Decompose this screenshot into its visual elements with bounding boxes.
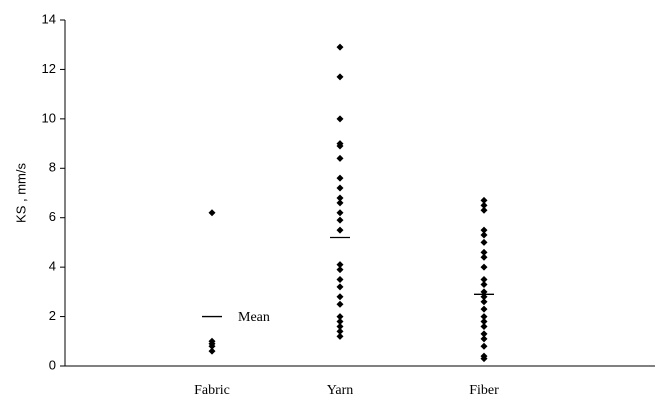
y-tick-label: 2 xyxy=(49,308,56,323)
point xyxy=(336,174,344,182)
y-tick-label: 0 xyxy=(49,357,56,372)
point xyxy=(480,226,488,234)
point xyxy=(480,293,488,301)
point xyxy=(480,238,488,246)
point xyxy=(480,305,488,313)
point xyxy=(336,226,344,234)
point xyxy=(336,216,344,224)
y-axis-label: KS , mm/s xyxy=(13,163,28,223)
point xyxy=(480,318,488,326)
point xyxy=(336,154,344,162)
point xyxy=(336,261,344,269)
point xyxy=(480,330,488,338)
point xyxy=(480,342,488,350)
point xyxy=(480,280,488,288)
point xyxy=(336,283,344,291)
point xyxy=(336,199,344,207)
point xyxy=(480,313,488,321)
point xyxy=(336,293,344,301)
x-tick-label: Yarn xyxy=(327,383,354,398)
point xyxy=(480,196,488,204)
point xyxy=(480,248,488,256)
point xyxy=(480,201,488,209)
y-tick-label: 10 xyxy=(42,110,56,125)
point xyxy=(480,263,488,271)
point xyxy=(480,206,488,214)
point xyxy=(480,253,488,261)
point xyxy=(336,266,344,274)
point xyxy=(336,142,344,150)
point xyxy=(336,318,344,326)
x-tick-label: Fiber xyxy=(469,383,499,398)
y-tick-label: 12 xyxy=(42,61,56,76)
point xyxy=(208,342,216,350)
point xyxy=(336,332,344,340)
point xyxy=(336,43,344,51)
point xyxy=(480,322,488,330)
point xyxy=(480,355,488,363)
y-tick-label: 8 xyxy=(49,160,56,175)
point xyxy=(336,322,344,330)
point xyxy=(336,327,344,335)
point xyxy=(480,288,488,296)
point xyxy=(480,231,488,239)
point xyxy=(208,347,216,355)
point xyxy=(480,276,488,283)
point xyxy=(336,73,344,81)
point xyxy=(480,335,488,343)
point xyxy=(336,300,344,308)
point xyxy=(480,298,488,306)
y-tick-label: 4 xyxy=(49,259,56,274)
point xyxy=(336,276,344,283)
point xyxy=(336,184,344,192)
legend-label: Mean xyxy=(238,310,270,325)
point xyxy=(336,313,344,321)
x-tick-label: Fabric xyxy=(194,383,230,398)
point xyxy=(208,209,216,217)
point xyxy=(336,194,344,202)
y-tick-label: 14 xyxy=(42,11,56,26)
point xyxy=(336,209,344,217)
y-tick-label: 6 xyxy=(49,209,56,224)
point xyxy=(336,115,344,123)
